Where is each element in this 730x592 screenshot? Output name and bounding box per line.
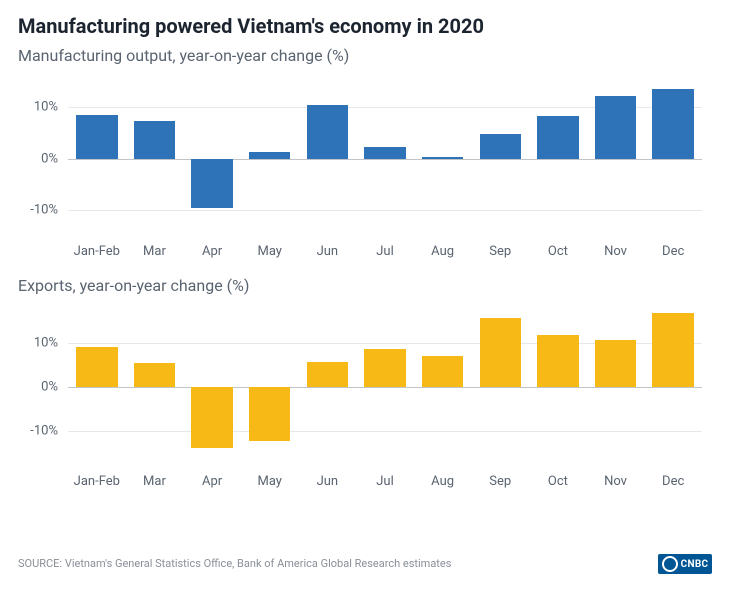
gridline (68, 431, 702, 432)
y-axis-label: -10% (30, 423, 58, 438)
x-axis-label: Sep (489, 474, 511, 489)
panels-container: Manufacturing output, year-on-year chang… (18, 46, 712, 494)
y-axis-label: 0% (41, 151, 58, 166)
x-axis-label: Dec (662, 474, 684, 489)
x-axis-label: Jun (317, 244, 339, 259)
bar (364, 349, 405, 387)
bar (537, 116, 578, 159)
x-axis-label: Jan-Feb (74, 244, 120, 259)
x-axis-label: Mar (143, 474, 166, 489)
source-text: SOURCE: Vietnam's General Statistics Off… (18, 557, 451, 570)
bar (364, 147, 405, 158)
bar (422, 157, 463, 159)
bar (480, 318, 521, 387)
x-axis-label: Oct (548, 244, 568, 259)
bar (595, 340, 636, 387)
bar (595, 96, 636, 159)
x-axis-label: Apr (202, 244, 222, 259)
chart-subtitle: Exports, year-on-year change (%) (18, 276, 712, 295)
y-axis-label: 10% (34, 336, 58, 351)
x-axis-label: May (257, 474, 281, 489)
chart-panel-exp: Exports, year-on-year change (%)-10%0%10… (18, 276, 712, 494)
baseline (68, 387, 702, 388)
x-axis-label: Jul (376, 244, 394, 259)
bar (76, 115, 117, 159)
bar (422, 356, 463, 387)
y-axis-label: 0% (41, 380, 58, 395)
x-axis-label: Oct (548, 474, 568, 489)
x-axis-label: Aug (431, 474, 454, 489)
bar (249, 152, 290, 159)
bar (537, 335, 578, 388)
gridline (68, 210, 702, 211)
bar (191, 387, 232, 447)
bar (76, 347, 117, 387)
bar (191, 159, 232, 208)
bar (134, 121, 175, 159)
x-axis-label: May (257, 244, 281, 259)
x-axis-label: Aug (431, 244, 454, 259)
cnbc-logo: CNBC (658, 554, 712, 574)
y-axis-label: 10% (34, 99, 58, 114)
x-axis-label: Jun (317, 474, 339, 489)
x-axis-label: Jan-Feb (74, 474, 120, 489)
plot-area: -10%0%10%Jan-FebMarAprMayJunJulAugSepOct… (68, 304, 702, 466)
x-axis-label: Apr (202, 474, 222, 489)
bar (134, 363, 175, 388)
x-axis-label: Nov (604, 244, 627, 259)
bar (307, 362, 348, 387)
chart-title: Manufacturing powered Vietnam's economy … (18, 14, 712, 38)
cnbc-logo-text: CNBC (681, 559, 709, 570)
y-axis-label: -10% (30, 203, 58, 218)
bar (652, 313, 693, 387)
chart-panel-mfg: Manufacturing output, year-on-year chang… (18, 46, 712, 264)
baseline (68, 159, 702, 160)
x-axis-label: Jul (376, 474, 394, 489)
x-axis-label: Nov (604, 474, 627, 489)
x-axis-label: Dec (662, 244, 684, 259)
x-axis-label: Mar (143, 244, 166, 259)
bar (480, 134, 521, 158)
plot-area: -10%0%10%Jan-FebMarAprMayJunJulAugSepOct… (68, 76, 702, 236)
x-axis-label: Sep (489, 244, 511, 259)
bar (307, 105, 348, 159)
bar (652, 89, 693, 159)
bar (249, 387, 290, 441)
chart-subtitle: Manufacturing output, year-on-year chang… (18, 46, 712, 65)
cnbc-peacock-icon (662, 556, 678, 572)
